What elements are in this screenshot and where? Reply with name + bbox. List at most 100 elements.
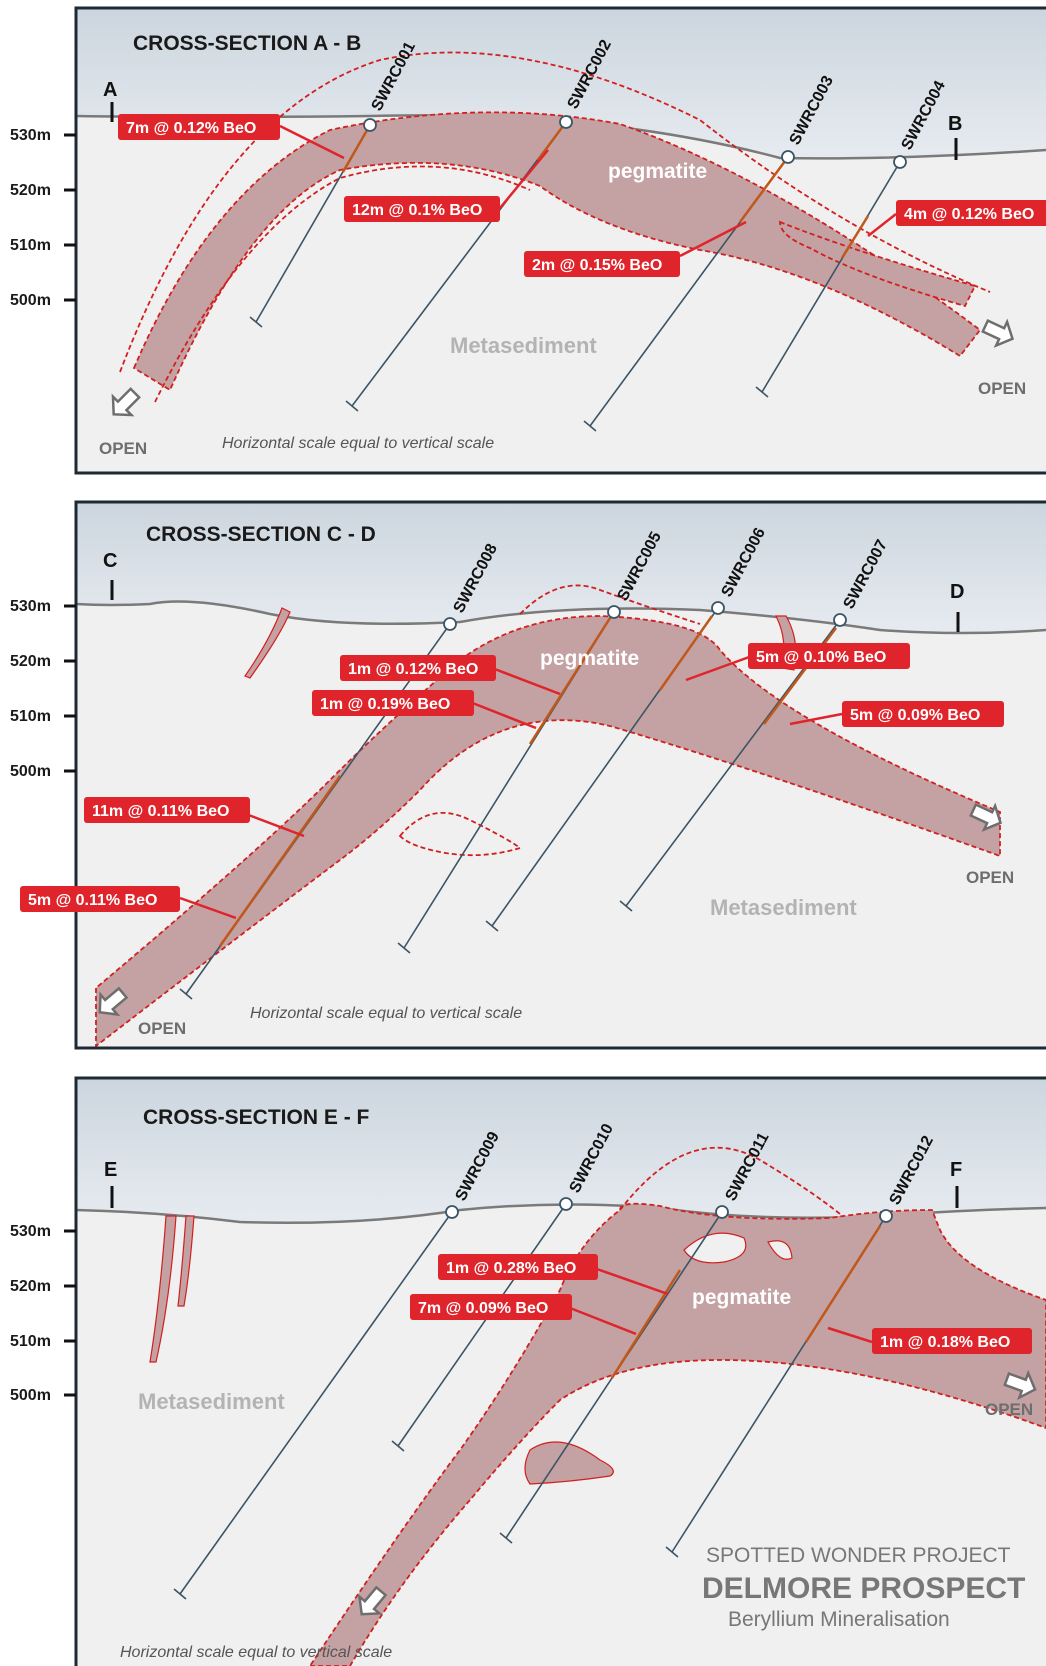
open-label: OPEN <box>966 868 1014 887</box>
hole-end-tick <box>485 920 499 932</box>
intercept-text: 1m @ 0.19% BeO <box>320 696 450 713</box>
pegmatite-vein <box>149 1215 177 1363</box>
intercept-callout <box>872 1328 1032 1354</box>
open-arrow-icon <box>969 802 1003 832</box>
hole-end-tick <box>665 1546 679 1558</box>
ground-surface-line <box>76 600 1046 635</box>
pegmatite-label: pegmatite <box>608 160 707 183</box>
intercept-text: 5m @ 0.09% BeO <box>850 707 980 724</box>
callout-leader <box>179 896 237 920</box>
interpreted-extent-line <box>619 1146 841 1215</box>
callout-leader <box>245 812 305 838</box>
intercept-text: 5m @ 0.10% BeO <box>756 649 886 666</box>
intercept-callout <box>438 1254 598 1280</box>
intercept-trace <box>658 615 714 691</box>
intercept-trace <box>218 775 342 947</box>
open-arrow-icon <box>981 318 1015 348</box>
interpreted-lower-line <box>154 165 531 403</box>
collar-marker <box>559 1197 573 1211</box>
hole-end-tick <box>345 400 359 412</box>
callout-leader <box>827 1326 873 1344</box>
pegmatite-label: pegmatite <box>692 1286 791 1309</box>
metasediment-label: Metasediment <box>450 333 597 358</box>
callout-leader <box>499 149 549 209</box>
collar-marker <box>893 155 907 169</box>
elevation-tick-label: 500m <box>10 763 51 780</box>
section-title: CROSS-SECTION C - D <box>146 523 376 546</box>
intercept-trace <box>341 124 372 173</box>
callout-leader <box>679 220 747 258</box>
hole-end-tick <box>755 386 769 398</box>
intercept-trace <box>840 215 870 259</box>
metasediment-label: Metasediment <box>710 895 857 920</box>
intercept-text: 1m @ 0.28% BeO <box>446 1260 576 1277</box>
pegmatite-branch <box>524 1441 614 1485</box>
intercept-text: 2m @ 0.15% BeO <box>532 257 662 274</box>
collar-marker <box>363 118 377 132</box>
callout-leader <box>279 124 345 160</box>
elevation-tick-label: 500m <box>10 1387 51 1404</box>
elevation-tick-label: 500m <box>10 292 51 309</box>
scale-note: Horizontal scale equal to vertical scale <box>250 1005 522 1022</box>
open-label: OPEN <box>985 1400 1033 1419</box>
elevation-tick-label: 510m <box>10 708 51 725</box>
elevation-axis-ef: 530m 520m 510m 500m <box>10 1223 76 1404</box>
pegmatite-branch <box>779 220 977 308</box>
collar-marker <box>607 605 621 619</box>
intercept-trace <box>738 156 790 223</box>
intercept-callout <box>118 114 280 140</box>
elevation-tick-label: 520m <box>10 182 51 199</box>
elevation-tick-label: 510m <box>10 237 51 254</box>
intercept-callout <box>896 200 1046 226</box>
intercept-callout <box>748 643 910 669</box>
open-arrow-icon <box>111 387 141 417</box>
open-arrow-icon <box>98 986 129 1017</box>
intercept-callout <box>84 797 250 823</box>
pegmatite-body <box>95 615 1001 1048</box>
collar-marker <box>443 617 457 631</box>
section-end-label: F <box>950 1159 962 1181</box>
section-title: CROSS-SECTION A - B <box>133 32 361 55</box>
section-start-label: A <box>103 79 117 101</box>
callout-leader <box>469 700 537 730</box>
section-start-label: C <box>103 550 117 572</box>
section-end-label: D <box>950 581 964 603</box>
project-subtitle: Beryllium Mineralisation <box>728 1608 950 1631</box>
open-arrow-icon <box>1003 1369 1037 1401</box>
hole-end-tick <box>397 942 411 954</box>
elevation-tick-label: 510m <box>10 1333 51 1350</box>
callout-leader <box>685 654 753 682</box>
intercept-text: 11m @ 0.11% BeO <box>92 803 229 820</box>
pegmatite-body <box>132 111 982 392</box>
callout-leader <box>569 1306 637 1336</box>
collar-marker <box>781 150 795 164</box>
intercept-trace <box>804 1225 882 1343</box>
pegmatite-body <box>308 1202 1046 1666</box>
collar-marker <box>833 613 847 627</box>
elevation-tick-label: 520m <box>10 653 51 670</box>
pegmatite-label: pegmatite <box>540 647 639 670</box>
scale-note: Horizontal scale equal to vertical scale <box>120 1644 392 1661</box>
hole-end-tick <box>173 1588 187 1600</box>
section-start-label: E <box>104 1159 117 1181</box>
drillholes-ef <box>173 1197 893 1600</box>
intercept-text: 7m @ 0.09% BeO <box>418 1300 548 1317</box>
intercept-callout <box>842 701 1004 727</box>
intercept-callout <box>410 1294 572 1320</box>
elevation-tick-label: 530m <box>10 598 51 615</box>
collar-marker <box>711 601 725 615</box>
intercept-callout <box>340 655 496 681</box>
panel-section-cd: SWRC008 SWRC005 SWRC006 SWRC007 CROSS-SE… <box>20 500 1046 1050</box>
panel-border <box>74 500 1046 1050</box>
hole-end-tick <box>249 316 263 328</box>
pegmatite-void <box>398 812 522 857</box>
drillhole-trace <box>761 161 901 393</box>
elevation-tick-label: 530m <box>10 1223 51 1240</box>
intercept-text: 12m @ 0.1% BeO <box>352 202 482 219</box>
hole-end-tick <box>619 900 633 912</box>
intercept-text: 4m @ 0.12% BeO <box>904 206 1034 223</box>
hole-end-tick <box>391 1440 405 1452</box>
collar-marker <box>559 115 573 129</box>
section-title: CROSS-SECTION E - F <box>143 1106 370 1129</box>
scale-note: Horizontal scale equal to vertical scale <box>222 435 494 452</box>
